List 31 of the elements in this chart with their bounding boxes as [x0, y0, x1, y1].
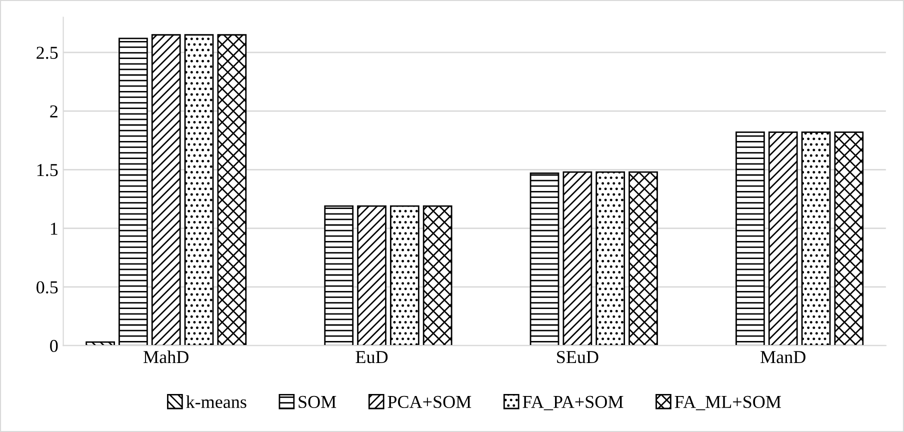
bar: [390, 205, 420, 346]
bar: [834, 131, 864, 346]
bar: [628, 171, 658, 346]
bar: [530, 172, 560, 346]
legend-label: FA_PA+SOM: [522, 396, 624, 410]
bar: [596, 171, 626, 346]
y-tick-label: 2: [50, 105, 58, 118]
bar: [768, 131, 798, 346]
legend-label: FA_ML+SOM: [674, 396, 781, 410]
x-tick-label: ManD: [760, 351, 806, 364]
x-tick-label: EuD: [356, 351, 388, 364]
bar: [736, 131, 765, 346]
legend-label: k-means: [186, 395, 246, 408]
y-tick-label: 1.5: [37, 164, 58, 176]
bar: [801, 131, 831, 346]
bar: [422, 205, 452, 346]
legend-label: SOM: [298, 396, 336, 408]
y-tick-label: 0.5: [36, 281, 58, 294]
legend-label: PCA+SOM: [388, 396, 472, 408]
bar: [184, 34, 214, 346]
x-tick-label: SEuD: [557, 351, 598, 364]
bar: [151, 34, 181, 346]
bar: [118, 38, 148, 346]
y-tick-label: 1: [50, 222, 58, 235]
bar: [217, 34, 247, 346]
x-tick-label: MahD: [144, 350, 188, 364]
y-tick-label: 0: [50, 340, 58, 352]
bar: [324, 205, 354, 346]
y-tick-label: 2.5: [36, 46, 58, 59]
bar: [562, 171, 592, 346]
bar: [357, 205, 386, 346]
